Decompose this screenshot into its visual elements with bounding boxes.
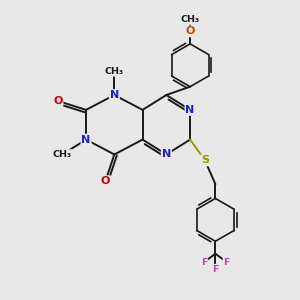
Text: F: F: [224, 258, 230, 267]
Text: N: N: [162, 149, 171, 160]
Text: O: O: [53, 96, 62, 106]
Text: CH₃: CH₃: [105, 67, 124, 76]
Text: CH₃: CH₃: [53, 150, 72, 159]
Text: S: S: [201, 155, 209, 165]
Text: N: N: [82, 135, 91, 145]
Text: CH₃: CH₃: [181, 15, 200, 24]
Text: F: F: [212, 265, 219, 274]
Text: O: O: [185, 26, 195, 36]
Text: N: N: [185, 105, 195, 115]
Text: F: F: [201, 258, 207, 267]
Text: O: O: [101, 176, 110, 186]
Text: N: N: [110, 90, 119, 100]
